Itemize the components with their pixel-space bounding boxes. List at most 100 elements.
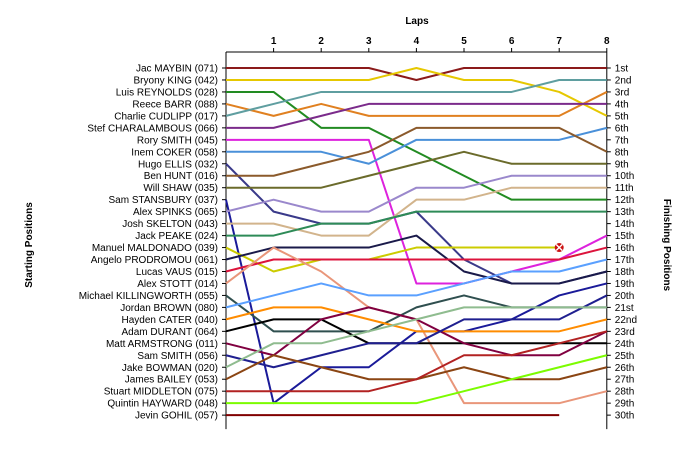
finishing-label: 14th [615,219,634,230]
series-line [226,67,607,81]
series-line [225,246,560,273]
starting-label: Jac MAYBIN (071) [136,64,218,75]
finishing-label: 4th [615,99,629,110]
series-line [225,174,607,213]
series-line [226,90,607,201]
starting-label: James BAILEY (053) [125,375,218,386]
finishing-labels: 1st2nd3rd4th5th6th7th8th9th10th11th12th1… [615,64,637,422]
starting-label: Hayden CATER (040) [121,315,218,326]
lap-label: 2 [318,36,324,47]
finishing-label: 11th [615,183,634,194]
starting-label: Charlie CUDLIPP (017) [114,111,218,122]
finishing-label: 30th [615,411,634,422]
starting-label: Lucas VAUS (015) [136,267,218,278]
finishing-label: 7th [615,135,629,146]
lap-label: 5 [461,36,467,47]
starting-label: Jack PEAKE (024) [135,231,218,242]
series-line [226,354,608,405]
starting-label: Luis REYNOLDS (028) [116,87,218,98]
finishing-label: 24th [615,339,634,350]
starting-label: Sam STANSBURY (037) [109,195,218,206]
starting-label: Matt ARMSTRONG (011) [106,339,218,350]
series-line [225,91,608,117]
finishing-label: 22nd [615,315,637,326]
starting-label: Reece BARR (088) [132,99,218,110]
finishing-label: 23rd [615,327,635,338]
starting-label: Quintin HAYWARD (048) [107,399,218,410]
series-line [225,294,608,369]
finishing-label: 2nd [615,75,632,86]
starting-label: Alex STOTT (014) [137,279,218,290]
starting-label: Ben HUNT (016) [144,171,218,182]
lap-labels: 1 2 3 4 5 6 7 8 [271,36,610,47]
retired-marker [554,243,564,253]
finishing-label: 18th [615,267,634,278]
starting-label: Adam DURANT (064) [121,327,218,338]
finishing-label: 9th [615,159,629,170]
series-line [225,306,607,369]
finishing-label: 8th [615,147,629,158]
starting-label: Inem COKER (058) [131,147,218,158]
starting-label: Stef CHARALAMBOUS (066) [87,123,218,134]
series-line [226,210,607,237]
finishing-label: 28th [615,387,634,398]
lap-label: 4 [414,36,420,47]
finishing-label: 27th [615,375,634,386]
axis-ticks [222,48,611,416]
finishing-label: 6th [615,123,629,134]
starting-label: Alex SPINKS (065) [133,207,218,218]
lap-label: 7 [556,36,562,47]
finishing-label: 25th [615,351,634,362]
finishing-label: 13th [615,207,634,218]
chart-title: Laps [405,16,429,27]
series-line [225,258,608,309]
finishing-label: 1st [615,64,629,75]
series-line [226,186,607,237]
starting-label: Michael KILLINGWORTH (055) [79,291,218,302]
series-line [226,138,608,285]
starting-labels: Jac MAYBIN (071)Bryony KING (042)Luis RE… [79,64,218,422]
starting-label: Jevin GOHIL (057) [135,411,218,422]
finishing-label: 21st [615,303,634,314]
series-line [225,306,608,333]
finishing-label: 10th [615,171,634,182]
starting-label: Hugo ELLIS (032) [138,159,218,170]
lap-label: 6 [509,36,515,47]
starting-label: Jake BOWMAN (020) [122,363,218,374]
right-axis-label: Finishing Positions [661,199,672,292]
series-line [226,330,608,393]
series-line [226,150,607,189]
finishing-label: 19th [615,279,634,290]
plot-frame [225,51,608,430]
starting-label: Rory SMITH (045) [137,135,218,146]
series-line [225,354,608,381]
finishing-label: 16th [615,243,634,254]
finishing-label: 26th [615,363,634,374]
lap-label: 3 [366,36,372,47]
series-line [225,246,608,273]
series-line [225,78,607,117]
markers [554,243,564,253]
starting-label: Jordan BROWN (080) [120,303,218,314]
finishing-label: 20th [615,291,634,302]
finishing-label: 5th [615,111,629,122]
series-lines [225,67,608,417]
starting-label: Sam SMITH (056) [137,351,218,362]
finishing-label: 17th [615,255,634,266]
starting-label: Bryony KING (042) [134,75,218,86]
lap-label: 8 [604,36,610,47]
series-line [226,126,608,165]
starting-label: Manuel MALDONADO (039) [92,243,218,254]
series-line [226,126,608,177]
lap-label: 1 [271,36,277,47]
finishing-label: 3rd [615,87,629,98]
finishing-label: 29th [615,399,634,410]
finishing-label: 15th [615,231,634,242]
finishing-label: 12th [615,195,634,206]
series-line [226,102,607,129]
starting-label: Will SHAW (035) [143,183,218,194]
series-line [226,67,608,117]
starting-label: Angelo PRODROMOU (061) [91,255,218,266]
series-line [225,199,608,405]
